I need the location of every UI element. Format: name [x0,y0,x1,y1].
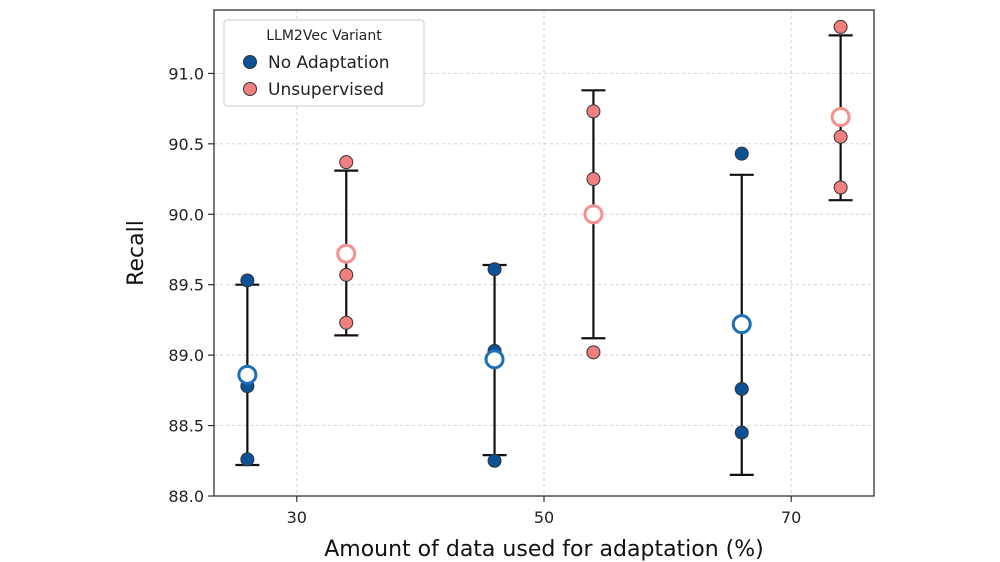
y-tick-label: 89.5 [168,276,204,295]
legend-marker-no-adaptation [243,55,257,69]
point-unsupervised [833,129,848,144]
y-axis-label: Recall [124,220,149,286]
data-points [237,19,851,468]
legend: LLM2Vec Variant No Adaptation Unsupervis… [223,19,425,107]
mean-marker-no-adaptation [237,364,258,385]
y-tick-label: 88.5 [168,417,204,436]
point-unsupervised [586,172,601,187]
y-tick-label: 88.0 [168,487,204,506]
y-tick-label: 90.0 [168,205,204,224]
x-tick-label: 70 [781,508,801,527]
point-no-adaptation [240,452,255,467]
y-tick-label: 89.0 [168,346,204,365]
mean-marker-no-adaptation [484,349,505,370]
mean-marker-unsupervised [336,243,357,264]
axes: 88.0 88.5 89.0 89.5 90.0 90.5 91.0 30 50 70 [168,64,801,527]
point-no-adaptation [734,381,749,396]
point-unsupervised [586,345,601,360]
mean-marker-no-adaptation [731,314,752,335]
point-no-adaptation [240,273,255,288]
legend-label-unsupervised: Unsupervised [268,80,384,100]
point-unsupervised [339,315,354,330]
point-unsupervised [339,155,354,170]
point-unsupervised [339,267,354,282]
legend-box [223,19,425,107]
mean-marker-unsupervised [830,107,851,128]
point-no-adaptation [734,146,749,161]
point-unsupervised [833,19,848,34]
point-no-adaptation [487,262,502,277]
x-axis-label: Amount of data used for adaptation (%) [324,537,764,562]
mean-marker-unsupervised [583,204,604,225]
x-tick-label: 50 [534,508,554,527]
y-tick-label: 91.0 [168,64,204,83]
point-unsupervised [586,104,601,119]
point-no-adaptation [734,425,749,440]
x-tick-label: 30 [287,508,307,527]
legend-title: LLM2Vec Variant [266,28,382,44]
point-no-adaptation [487,453,502,468]
legend-label-no-adaptation: No Adaptation [268,53,390,73]
y-tick-label: 90.5 [168,135,204,154]
point-unsupervised [833,180,848,195]
legend-marker-unsupervised [243,82,257,96]
